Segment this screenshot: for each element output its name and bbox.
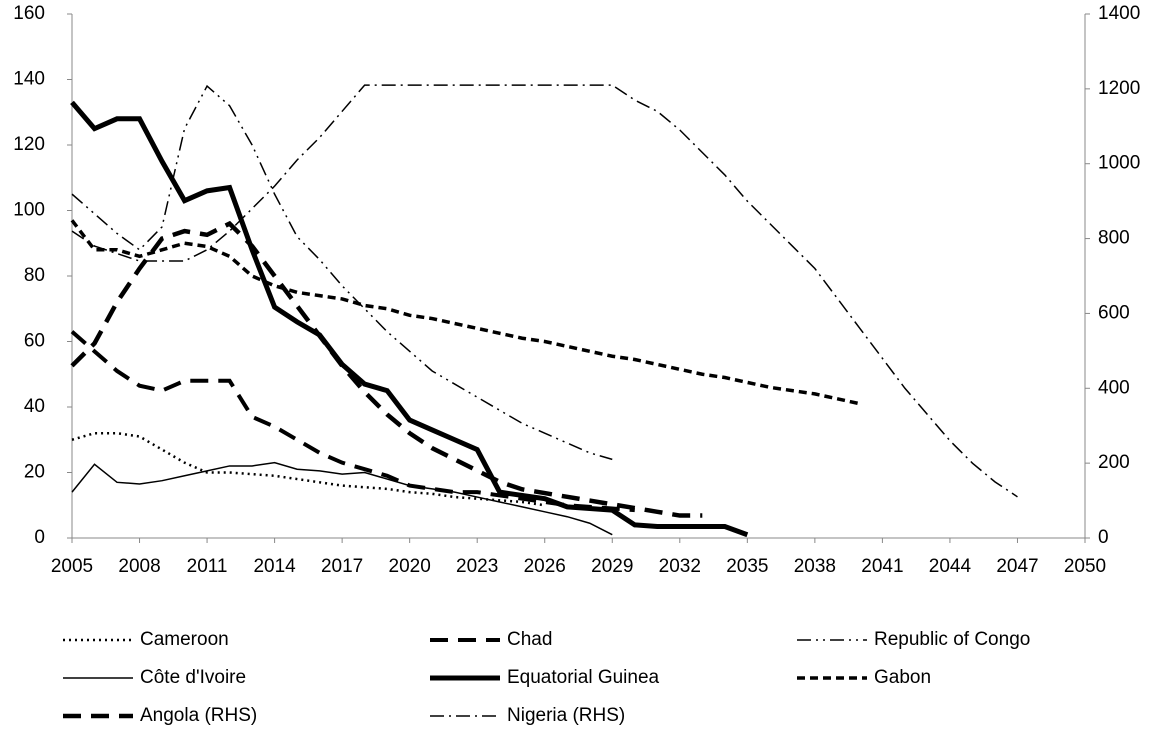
y-tick-label: 140 bbox=[13, 69, 45, 90]
y-tick-label: 160 bbox=[13, 3, 45, 24]
x-tick-label: 2041 bbox=[861, 556, 903, 577]
y-tick-label: 0 bbox=[34, 527, 45, 548]
y-tick-label: 60 bbox=[24, 331, 45, 352]
x-tick-label: 2005 bbox=[51, 556, 93, 577]
y2-tick-label: 0 bbox=[1098, 527, 1109, 548]
x-tick-label: 2047 bbox=[996, 556, 1038, 577]
y2-tick-label: 1000 bbox=[1098, 153, 1140, 174]
series-line bbox=[71, 84, 1018, 498]
y-tick-label: 80 bbox=[24, 265, 45, 286]
y2-tick-label: 800 bbox=[1098, 228, 1130, 249]
y2-tick-label: 400 bbox=[1098, 377, 1130, 398]
x-tick-label: 2017 bbox=[321, 556, 363, 577]
x-tick-label: 2020 bbox=[389, 556, 431, 577]
x-tick-label: 2038 bbox=[794, 556, 836, 577]
x-tick-label: 2032 bbox=[659, 556, 701, 577]
x-tick-label: 2050 bbox=[1064, 556, 1106, 577]
x-tick-label: 2026 bbox=[524, 556, 566, 577]
series-line bbox=[70, 100, 749, 538]
legend-label: Republic of Congo bbox=[874, 629, 1030, 650]
legend-label: Gabon bbox=[874, 667, 931, 688]
x-tick-label: 2011 bbox=[187, 556, 228, 577]
y2-tick-label: 600 bbox=[1098, 302, 1130, 323]
series-line bbox=[70, 219, 861, 406]
y-tick-label: 20 bbox=[24, 462, 45, 483]
y-tick-label: 120 bbox=[13, 134, 45, 155]
x-tick-label: 2023 bbox=[456, 556, 498, 577]
series-line bbox=[71, 84, 613, 461]
legend-label: Nigeria (RHS) bbox=[507, 705, 625, 726]
x-tick-label: 2035 bbox=[726, 556, 768, 577]
legend-label: Côte d'Ivoire bbox=[140, 667, 246, 688]
series-line bbox=[71, 431, 545, 507]
x-tick-label: 2029 bbox=[591, 556, 633, 577]
y-tick-label: 40 bbox=[24, 396, 45, 417]
y2-tick-label: 200 bbox=[1098, 452, 1130, 473]
y-tick-label: 100 bbox=[13, 200, 45, 221]
legend-label: Chad bbox=[507, 629, 552, 650]
series-line bbox=[70, 220, 703, 518]
y2-tick-label: 1400 bbox=[1098, 3, 1140, 24]
series-line bbox=[71, 461, 613, 536]
x-tick-label: 2044 bbox=[929, 556, 972, 577]
legend-label: Angola (RHS) bbox=[140, 705, 257, 726]
legend-label: Equatorial Guinea bbox=[507, 667, 660, 688]
series-line bbox=[70, 330, 635, 513]
y2-tick-label: 1200 bbox=[1098, 78, 1140, 99]
legend-label: Cameroon bbox=[140, 629, 229, 650]
x-tick-label: 2014 bbox=[253, 556, 296, 577]
x-tick-label: 2008 bbox=[118, 556, 160, 577]
